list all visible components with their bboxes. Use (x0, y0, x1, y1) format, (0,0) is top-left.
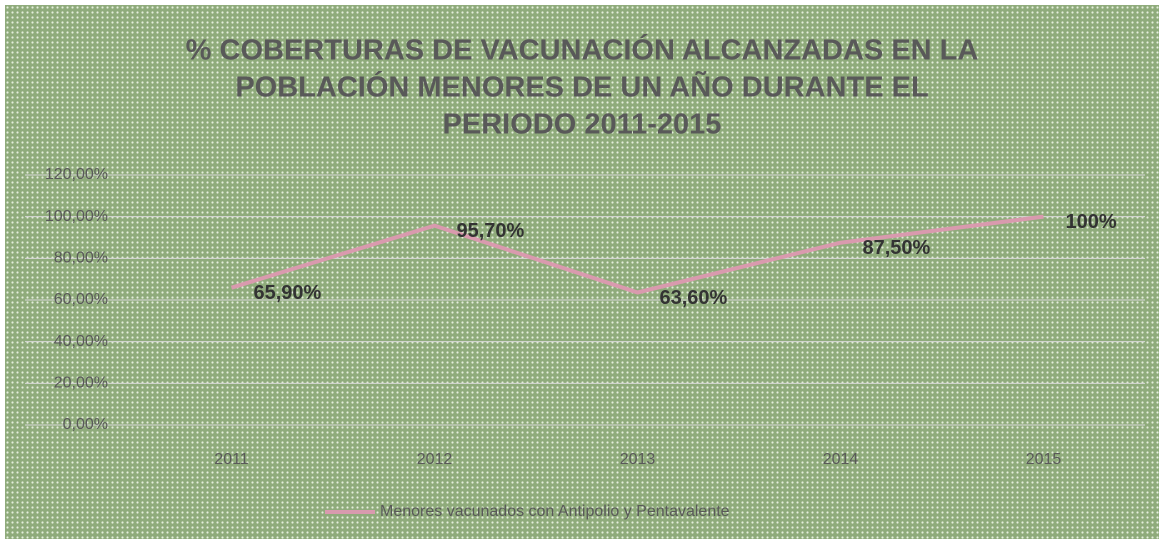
x-tick-label: 2011 (214, 451, 249, 468)
y-tick-label: 80,00% (54, 250, 108, 267)
x-tick-label: 2012 (417, 451, 453, 468)
legend-label: Menores vacunados con Antipolio y Pentav… (380, 503, 730, 520)
chart-title: POBLACIÓN MENORES DE UN AÑO DURANTE EL (235, 70, 928, 104)
data-label: 63,60% (660, 287, 728, 309)
background (3, 3, 1161, 541)
x-tick-label: 2014 (823, 451, 859, 468)
y-tick-label: 0,00% (63, 416, 108, 433)
data-label: 100% (1066, 211, 1117, 233)
y-tick-label: 120,00% (45, 166, 108, 183)
x-tick-label: 2015 (1026, 451, 1062, 468)
y-tick-label: 20,00% (54, 375, 108, 392)
data-label: 65,90% (254, 282, 322, 304)
chart-title: PERIODO 2011-2015 (443, 109, 722, 141)
y-tick-label: 100,00% (45, 208, 108, 225)
y-tick-label: 60,00% (54, 291, 108, 308)
chart-title: % COBERTURAS DE VACUNACIÓN ALCANZADAS EN… (186, 33, 979, 67)
series-line (230, 214, 1044, 295)
y-tick-label: 40,00% (54, 333, 108, 350)
x-tick-label: 2013 (620, 451, 656, 468)
data-label: 87,50% (863, 237, 931, 259)
data-label: 95,70% (457, 220, 525, 242)
